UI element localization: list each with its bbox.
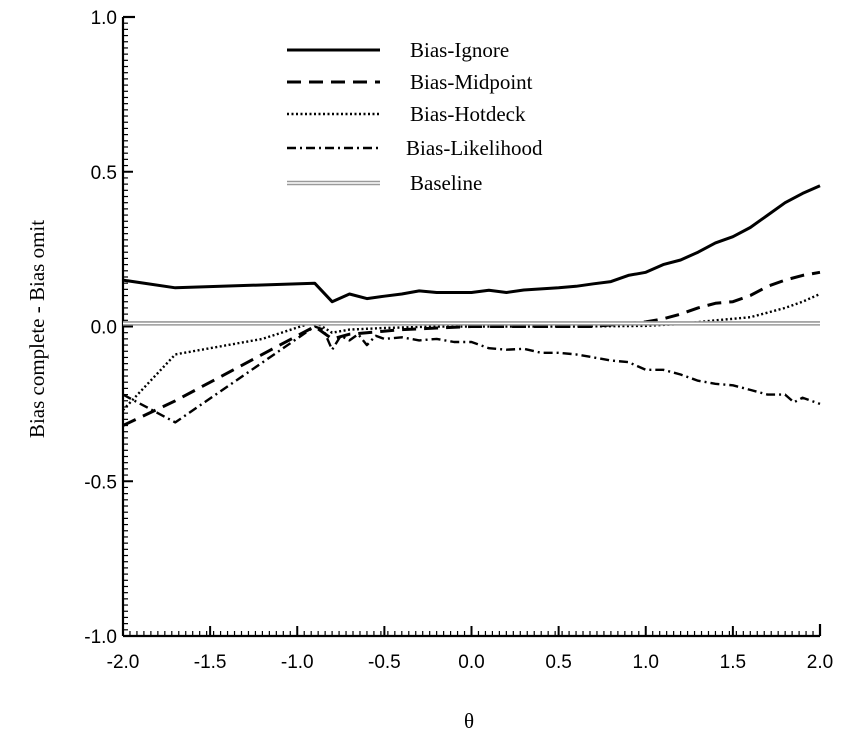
- legend-label-bias-likelihood: Bias-Likelihood: [406, 136, 543, 160]
- legend-label-bias-ignore: Bias-Ignore: [410, 38, 509, 62]
- x-tick-label: 1.5: [720, 652, 746, 673]
- y-tick-label: -1.0: [84, 627, 117, 648]
- y-tick-label: 1.0: [91, 8, 117, 29]
- major-ticks: [122, 16, 821, 637]
- legend-label-bias-hotdeck: Bias-Hotdeck: [410, 102, 526, 126]
- y-tick-labels: 1.0 0.5 0.0 -0.5 -1.0: [84, 8, 117, 648]
- x-tick-labels: -2.0 -1.5 -1.0 -0.5 0.0 0.5 1.0 1.5 2.0: [107, 652, 834, 673]
- y-axis-label: Bias complete - Bias omit: [25, 220, 49, 438]
- y-tick-label: -0.5: [84, 472, 117, 493]
- legend-label-bias-midpoint: Bias-Midpoint: [410, 70, 533, 94]
- x-tick-label: -1.0: [281, 652, 314, 673]
- x-tick-label: 1.0: [633, 652, 659, 673]
- x-axis-label: θ: [464, 709, 474, 733]
- series-lines: [122, 184, 821, 427]
- series-line-bias-likelihood: [122, 325, 821, 424]
- x-tick-label: 0.5: [545, 652, 571, 673]
- series-line-bias-hotdeck: [122, 292, 821, 411]
- x-tick-label: -1.5: [194, 652, 227, 673]
- legend: Bias-Ignore Bias-Midpoint Bias-Hotdeck Bias…: [287, 38, 543, 195]
- minor-ticks: [122, 16, 821, 637]
- x-tick-label: 2.0: [807, 652, 833, 673]
- y-tick-label: 0.5: [91, 163, 117, 184]
- legend-label-baseline: Baseline: [410, 171, 482, 195]
- x-tick-label: -2.0: [107, 652, 140, 673]
- x-tick-label: 0.0: [458, 652, 484, 673]
- series-line-bias-midpoint: [122, 270, 821, 427]
- y-tick-label: 0.0: [91, 318, 117, 339]
- series-line-bias-ignore: [122, 184, 821, 304]
- x-tick-label: -0.5: [368, 652, 401, 673]
